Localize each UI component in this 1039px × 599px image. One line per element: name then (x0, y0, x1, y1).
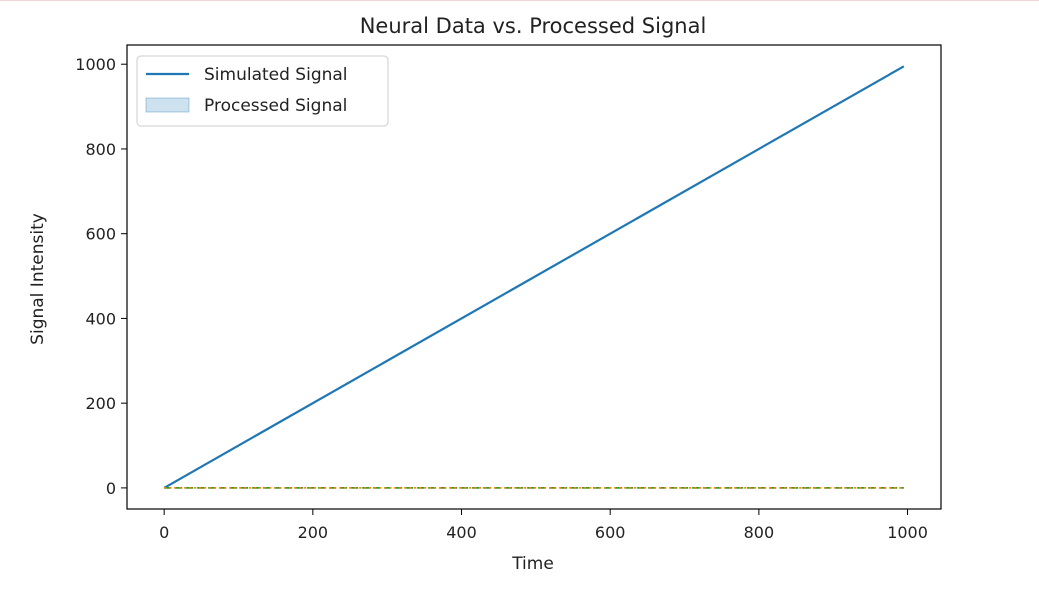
y-tick-label: 800 (85, 140, 116, 159)
x-tick-label: 600 (595, 523, 626, 542)
legend: Simulated Signal Processed Signal (136, 55, 389, 127)
legend-box (136, 55, 389, 127)
y-tick-label: 1000 (75, 55, 116, 74)
legend-label: Processed Signal (204, 96, 347, 116)
series-layer (163, 65, 905, 489)
x-tick-label: 0 (159, 523, 169, 542)
y-tick-label: 600 (85, 225, 116, 244)
x-tick-label: 400 (446, 523, 477, 542)
x-tick-label: 1000 (887, 523, 928, 542)
x-tick-label: 800 (744, 523, 775, 542)
legend-patch-swatch (145, 97, 190, 113)
legend-label: Simulated Signal (204, 65, 348, 85)
simulated-signal-line (163, 65, 905, 489)
plot-frame (126, 44, 942, 510)
x-axis-label: Time (511, 554, 554, 574)
y-tick-label: 400 (85, 309, 116, 328)
top-divider (0, 0, 1039, 1)
ticks-layer: 0 200 400 600 800 1000 0 200 400 600 800 1000 (75, 55, 928, 542)
y-tick-label: 0 (106, 479, 116, 498)
x-tick-label: 200 (298, 523, 329, 542)
chart-title: Neural Data vs. Processed Signal (360, 14, 707, 38)
y-axis-label: Signal Intensity (28, 213, 48, 345)
y-tick-label: 200 (85, 394, 116, 413)
